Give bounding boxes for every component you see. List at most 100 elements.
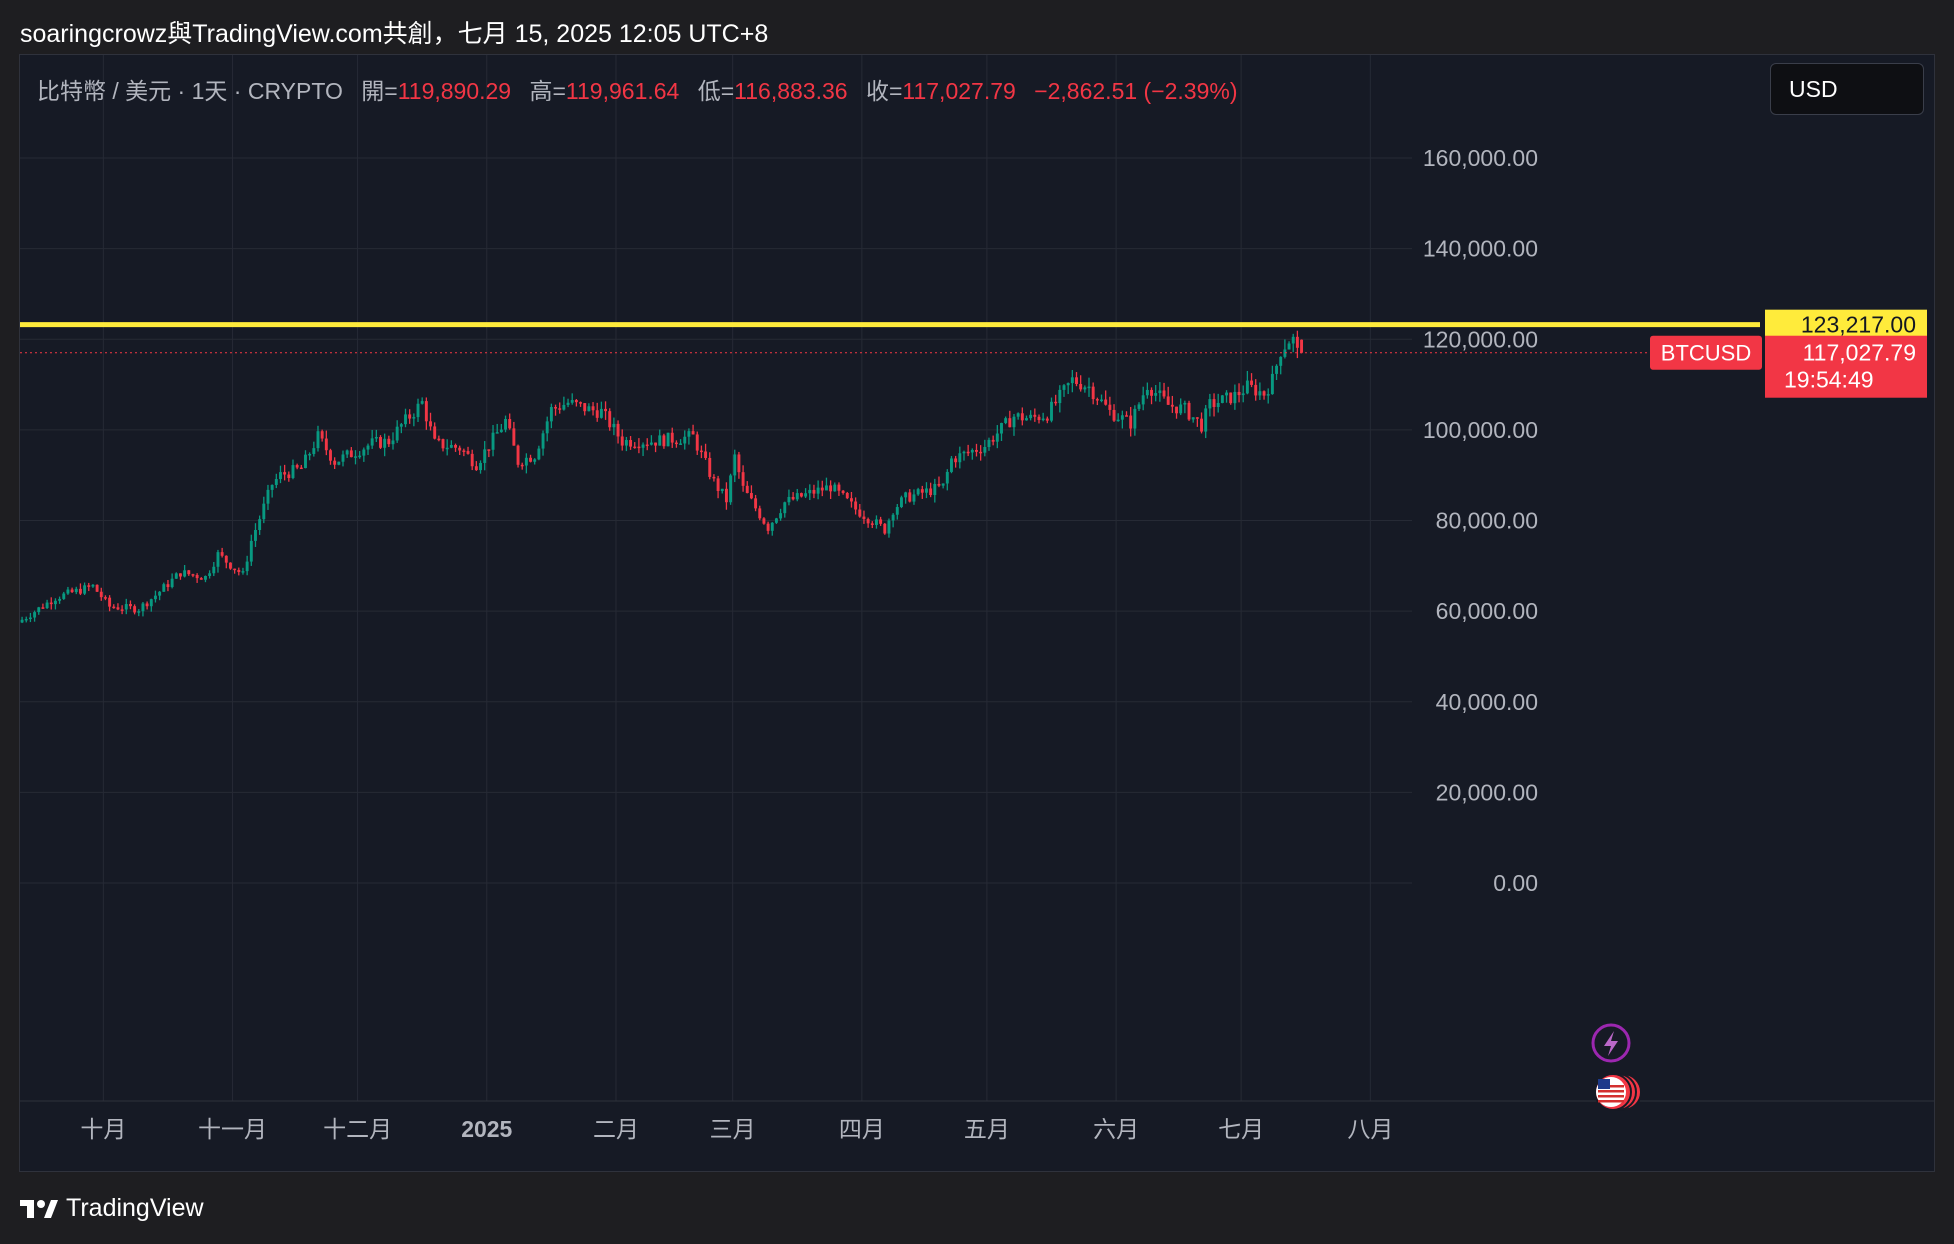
legend-low-label: 低=: [697, 78, 735, 104]
candle-body: [624, 440, 628, 446]
last-candle-body: [1300, 339, 1304, 353]
price-chart[interactable]: 160,000.00 140,000.00 120,000.00 100,000.00…: [20, 55, 1934, 1171]
candle-body: [366, 445, 370, 450]
candle-body: [1212, 399, 1216, 408]
candle-body: [1262, 391, 1266, 396]
candle-body: [695, 434, 699, 451]
candle-body: [1279, 356, 1283, 366]
candle-body: [1183, 402, 1187, 405]
candle-body: [745, 485, 749, 494]
candle-body: [995, 433, 999, 442]
candle-body: [520, 464, 524, 467]
candle-body: [53, 600, 57, 605]
candle-body: [58, 598, 62, 601]
candle-body: [641, 444, 645, 448]
candle-body: [33, 612, 37, 618]
candle-body: [820, 487, 824, 491]
candle-body: [549, 407, 553, 422]
candle-body: [533, 459, 537, 462]
candle-body: [737, 454, 741, 473]
candle-body: [545, 421, 549, 434]
candle-body: [1141, 395, 1145, 405]
candle-body: [591, 406, 595, 411]
candle-body: [1079, 383, 1083, 390]
candle-body: [308, 453, 312, 456]
candle-body: [103, 597, 107, 599]
candle-body: [1004, 418, 1008, 424]
candle-body: [983, 446, 987, 453]
candle-body: [1295, 336, 1299, 348]
candle-body: [1008, 418, 1012, 428]
candle-body: [495, 432, 499, 434]
candle-body: [1054, 401, 1058, 404]
candle-body: [245, 561, 249, 572]
legend-low: 116,883.36: [734, 78, 848, 104]
candle-body: [249, 540, 253, 562]
candle-body: [383, 438, 387, 448]
candle-body: [312, 448, 316, 454]
candle-body: [1287, 343, 1291, 350]
candle-body: [274, 479, 278, 485]
candle-body: [524, 457, 528, 466]
legend-symbol: 比特幣 / 美元 · 1天 · CRYPTO: [37, 78, 343, 104]
candle-body: [904, 492, 908, 498]
candle-body: [429, 421, 432, 427]
candle-body: [191, 574, 195, 576]
candle-body: [391, 440, 395, 445]
candle-body: [1225, 392, 1228, 396]
legend-change: −2,862.51 (−2.39%): [1034, 78, 1238, 104]
candle-body: [841, 490, 845, 494]
candle-body: [112, 606, 116, 609]
candle-body: [299, 467, 303, 470]
candle-body: [529, 457, 532, 462]
us-flag-canton: [1598, 1079, 1610, 1089]
candle-body: [433, 426, 437, 439]
candle-body: [1033, 414, 1037, 417]
candle-body: [162, 584, 166, 592]
candle-body: [1095, 399, 1099, 401]
candle-body: [1133, 408, 1137, 429]
candle-body: [608, 411, 612, 428]
candle-body: [479, 462, 482, 471]
candle-body: [70, 589, 74, 593]
share-caption: soaringcrowz與TradingView.com共創，七月 15, 20…: [20, 20, 769, 48]
candle-body: [674, 442, 678, 445]
chart-panel[interactable]: 160,000.00 140,000.00 120,000.00 100,000.00…: [19, 54, 1935, 1172]
candle-body: [554, 407, 558, 409]
candle-body: [616, 423, 620, 437]
candle-body: [295, 465, 299, 468]
candle-body: [791, 496, 795, 500]
candle-body: [612, 423, 616, 428]
candle-body: [925, 488, 928, 493]
candle-body: [912, 494, 916, 502]
tradingview-logo[interactable]: TradingView: [20, 1194, 204, 1223]
candle-body: [108, 597, 112, 607]
candle-body: [862, 516, 866, 520]
candle-body: [916, 489, 920, 495]
candle-body: [170, 578, 174, 588]
candle-body: [341, 454, 345, 462]
candle-body: [229, 562, 232, 569]
candle-body: [670, 432, 674, 443]
candle-body: [799, 493, 803, 497]
candle-body: [1291, 336, 1295, 344]
candle-body: [679, 443, 683, 445]
x-tick-label: 六月: [1093, 1116, 1139, 1142]
candle-body: [379, 437, 382, 448]
candle-body: [45, 602, 49, 609]
candle-body: [1058, 389, 1062, 404]
x-tick-label: 七月: [1218, 1116, 1264, 1142]
candle-body: [41, 607, 45, 609]
candle-body: [816, 487, 820, 494]
candle-body: [845, 493, 849, 499]
candle-body: [1020, 413, 1024, 421]
candle-body: [99, 591, 103, 598]
candle-body: [333, 460, 337, 465]
symbol-tag-label: BTCUSD: [1661, 341, 1751, 366]
currency-button[interactable]: USD: [1770, 63, 1924, 115]
candle-body: [970, 449, 974, 453]
candle-body: [587, 406, 591, 412]
candle-body: [24, 618, 28, 621]
y-tick-label: 60,000.00: [1436, 598, 1538, 624]
x-tick-label: 十月: [80, 1116, 126, 1142]
